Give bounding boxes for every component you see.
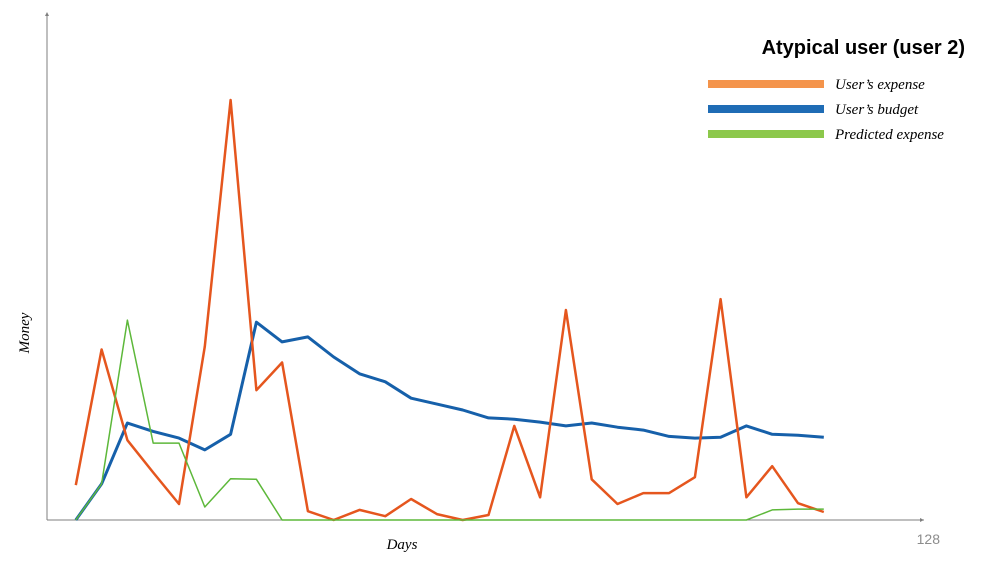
chart-title: Atypical user (user 2) (762, 37, 965, 59)
legend: User’s expense User’s budget Predicted e… (708, 77, 944, 143)
legend-label-predicted-expense: Predicted expense (834, 127, 944, 143)
series-line-predicted-expense (75, 319, 824, 521)
x-axis-arrow-icon (920, 518, 924, 522)
page-number: 128 (917, 531, 941, 547)
x-axis-label: Days (386, 537, 418, 553)
legend-label-users-budget: User’s budget (835, 102, 919, 118)
series-line-users-expense (74, 98, 825, 522)
y-axis-arrow-icon (45, 12, 49, 16)
y-axis-label: Money (17, 312, 33, 354)
series-line-users-budget (74, 320, 824, 521)
legend-label-users-expense: User’s expense (835, 77, 925, 93)
